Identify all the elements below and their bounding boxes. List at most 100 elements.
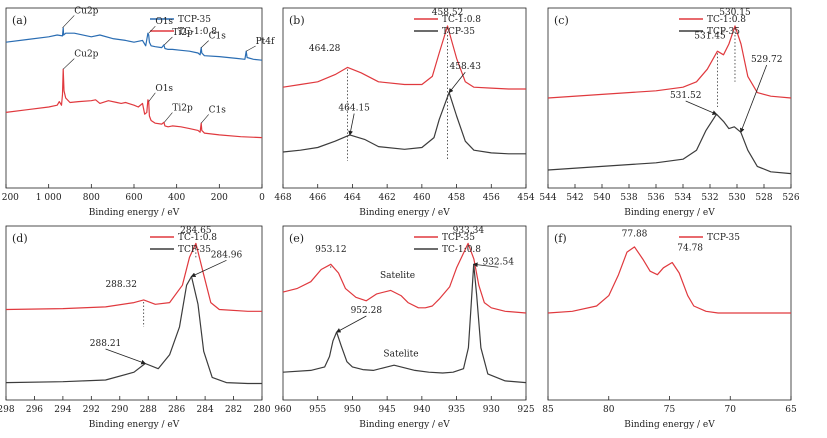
annotation-label: 531.52 — [670, 91, 702, 101]
series-line-0 — [282, 242, 527, 314]
x-tick-label: 454 — [517, 193, 534, 203]
annotation-arrow — [348, 113, 355, 136]
annotation-label: Satelite — [383, 350, 418, 360]
x-tick-label: 286 — [168, 405, 185, 415]
x-tick-label: 540 — [593, 193, 610, 203]
annotation-leader — [62, 58, 75, 70]
annotation-arrow — [448, 71, 466, 94]
legend-entry: TCP-35 — [442, 27, 475, 37]
x-tick-label: 456 — [483, 193, 500, 203]
x-tick-label: 1 000 — [36, 193, 62, 203]
x-tick-label: 800 — [83, 193, 100, 203]
panel-label: (f) — [554, 232, 567, 245]
annotation-label: Satelite — [380, 271, 415, 281]
annotation-arrow — [472, 262, 499, 268]
x-tick-label: 526 — [782, 193, 799, 203]
x-tick-label: 298 — [0, 405, 15, 415]
series-line-0 — [547, 25, 792, 99]
panel-b: 468 466 464 462 460 458 456 454 Binding energy /… — [274, 7, 535, 218]
x-axis-label: Binding energy / eV — [359, 420, 450, 430]
x-tick-label: 930 — [483, 405, 500, 415]
x-tick-label: 528 — [755, 193, 772, 203]
plot-frame — [5, 225, 263, 401]
annotation-leader — [62, 15, 75, 29]
x-tick-label: 530 — [728, 193, 745, 203]
plot-frame — [282, 7, 527, 189]
x-tick-label: 960 — [274, 405, 291, 415]
annotation-label: 464.28 — [309, 44, 341, 54]
x-tick-label: 290 — [111, 405, 128, 415]
x-axis-label: Binding energy / eV — [624, 420, 715, 430]
annotation-label: Ti2p — [172, 104, 193, 114]
x-axis-label: Binding energy / eV — [624, 208, 715, 218]
panel-a: 1 200 1 000 800 600 400 200 0 Binding energy / … — [0, 6, 275, 218]
legend-entry: TC-1:0.8 — [178, 233, 217, 243]
x-tick-label: 534 — [674, 193, 691, 203]
annotation-label: 933.34 — [453, 226, 485, 236]
x-tick-label: 280 — [253, 405, 270, 415]
legend-entry: TCP-35 — [178, 15, 211, 25]
x-tick-label: 85 — [542, 405, 554, 415]
annotation-label: 288.21 — [90, 339, 122, 349]
annotation-label: O1s — [155, 17, 173, 27]
panel-label: (d) — [12, 232, 28, 245]
x-tick-label: 296 — [26, 405, 43, 415]
x-tick-label: 945 — [379, 405, 396, 415]
annotation-label: 530.15 — [719, 8, 751, 18]
legend-entry: TCP-35 — [178, 245, 211, 255]
x-tick-label: 950 — [344, 405, 361, 415]
annotation-label: 952.28 — [351, 306, 383, 316]
annotation-arrow — [685, 100, 718, 115]
annotation-leader — [200, 114, 209, 124]
annotation-label: O1s — [155, 84, 173, 94]
annotation-arrow — [739, 64, 768, 133]
annotation-leader — [164, 36, 173, 46]
annotation-label: C1s — [209, 105, 227, 115]
x-tick-label: 940 — [413, 405, 430, 415]
annotation-label: 284.96 — [211, 250, 243, 260]
series-line-0 — [5, 242, 262, 312]
annotation-leader — [164, 112, 173, 123]
panel-c: 544 542 540 538 536 534 532 530 528 526 Binding en… — [539, 7, 800, 218]
annotation-leader — [148, 25, 156, 34]
x-tick-label: 292 — [83, 405, 100, 415]
annotation-label: 288.32 — [105, 280, 137, 290]
series-line-1 — [282, 92, 526, 155]
annotation-leader — [246, 45, 256, 52]
x-tick-label: 925 — [517, 405, 534, 415]
panel-f: 85 80 75 70 65 Binding energy / eV (f) TCP-35 77… — [542, 225, 797, 430]
x-tick-label: 935 — [448, 405, 465, 415]
annotation-label: Cu2p — [74, 50, 98, 60]
annotation-leader — [200, 40, 209, 48]
annotation-label: 458.52 — [432, 8, 464, 18]
series-line-1 — [5, 68, 263, 139]
annotation-leader — [148, 92, 156, 102]
annotation-arrow — [105, 348, 146, 365]
annotation-label: C1s — [209, 32, 227, 42]
panel-label: (e) — [289, 232, 304, 245]
annotation-label: 77.88 — [622, 229, 648, 239]
x-tick-label: 532 — [701, 193, 718, 203]
x-tick-label: 462 — [379, 193, 396, 203]
x-tick-label: 542 — [566, 193, 583, 203]
legend-entry: TCP-35 — [442, 233, 475, 243]
annotation-arrow — [335, 315, 367, 333]
annotation-label: Ti2p — [172, 28, 193, 38]
panel-label: (c) — [554, 14, 569, 27]
x-tick-label: 466 — [309, 193, 326, 203]
x-tick-label: 544 — [539, 193, 556, 203]
annotation-label: 932.54 — [482, 257, 514, 267]
annotation-label: 74.78 — [677, 243, 703, 253]
x-axis-label: Binding energy / eV — [89, 420, 180, 430]
legend-entry: TC-1:0.8 — [442, 245, 481, 255]
x-tick-label: 460 — [413, 193, 430, 203]
legend-entry: TC-1:0.8 — [707, 15, 746, 25]
x-tick-label: 1 200 — [0, 193, 19, 203]
x-tick-label: 284 — [197, 405, 214, 415]
annotation-arrow — [190, 259, 227, 277]
panel-label: (a) — [12, 14, 27, 27]
annotation-label: 458.43 — [450, 62, 482, 72]
x-tick-label: 955 — [309, 405, 326, 415]
x-tick-label: 294 — [54, 405, 71, 415]
